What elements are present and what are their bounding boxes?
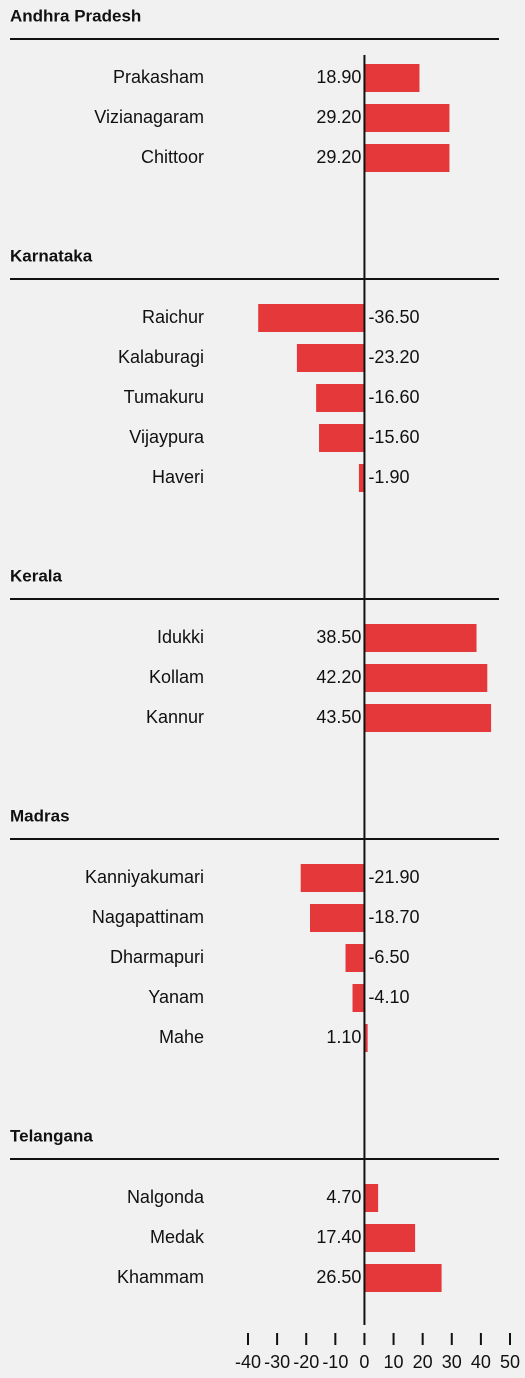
group-title: Telangana [10, 1126, 93, 1145]
value-label: 1.10 [326, 1027, 361, 1047]
bar [316, 384, 365, 412]
category-label: Kannur [146, 707, 204, 727]
bar [364, 704, 492, 732]
value-label: -16.60 [368, 387, 419, 407]
value-label: -18.70 [368, 907, 419, 927]
group-title: Madras [10, 806, 70, 825]
bar [352, 984, 365, 1012]
bar [364, 104, 450, 132]
value-label: -6.50 [368, 947, 409, 967]
x-tick-label: 30 [442, 1352, 462, 1372]
category-label: Haveri [152, 467, 204, 487]
value-label: 26.50 [316, 1267, 361, 1287]
category-label: Nagapattinam [92, 907, 204, 927]
category-label: Raichur [142, 307, 204, 327]
x-tick-label: 40 [471, 1352, 491, 1372]
value-label: 29.20 [316, 107, 361, 127]
bar [364, 1184, 379, 1212]
x-tick-label: 0 [359, 1352, 369, 1372]
group-title: Andhra Pradesh [10, 6, 141, 25]
category-label: Kollam [149, 667, 204, 687]
bar [364, 1024, 368, 1052]
category-label: Medak [150, 1227, 205, 1247]
category-label: Idukki [157, 627, 204, 647]
x-tick-label: -40 [235, 1352, 261, 1372]
bar [345, 944, 365, 972]
category-label: Khammam [117, 1267, 204, 1287]
value-label: -23.20 [368, 347, 419, 367]
bar [364, 1264, 442, 1292]
category-label: Tumakuru [124, 387, 204, 407]
x-tick-label: 50 [500, 1352, 520, 1372]
value-label: -4.10 [368, 987, 409, 1007]
value-label: -36.50 [368, 307, 419, 327]
group-title: Karnataka [10, 246, 93, 265]
category-label: Yanam [148, 987, 204, 1007]
x-tick-label: -20 [293, 1352, 319, 1372]
value-label: 43.50 [316, 707, 361, 727]
bar [358, 464, 365, 492]
category-label: Dharmapuri [110, 947, 204, 967]
category-label: Kanniyakumari [85, 867, 204, 887]
bar [364, 664, 488, 692]
x-tick-label: -10 [322, 1352, 348, 1372]
category-label: Mahe [159, 1027, 204, 1047]
value-label: -21.90 [368, 867, 419, 887]
bar [296, 344, 365, 372]
bar [364, 1224, 416, 1252]
category-label: Vijaypura [129, 427, 205, 447]
bar [364, 64, 420, 92]
category-label: Nalgonda [127, 1187, 205, 1207]
bar [364, 624, 477, 652]
bar [310, 904, 365, 932]
x-tick-label: -30 [264, 1352, 290, 1372]
category-label: Chittoor [141, 147, 204, 167]
value-label: 29.20 [316, 147, 361, 167]
value-label: 38.50 [316, 627, 361, 647]
value-label: 18.90 [316, 67, 361, 87]
bar [300, 864, 365, 892]
bar [364, 144, 450, 172]
value-label: -1.90 [368, 467, 409, 487]
value-label: 17.40 [316, 1227, 361, 1247]
bar [319, 424, 365, 452]
value-label: 4.70 [326, 1187, 361, 1207]
x-tick-label: 10 [384, 1352, 404, 1372]
bar [258, 304, 365, 332]
value-label: -15.60 [368, 427, 419, 447]
category-label: Vizianagaram [94, 107, 204, 127]
group-title: Kerala [10, 566, 63, 585]
category-label: Prakasham [113, 67, 204, 87]
x-tick-label: 20 [413, 1352, 433, 1372]
category-label: Kalaburagi [118, 347, 204, 367]
value-label: 42.20 [316, 667, 361, 687]
